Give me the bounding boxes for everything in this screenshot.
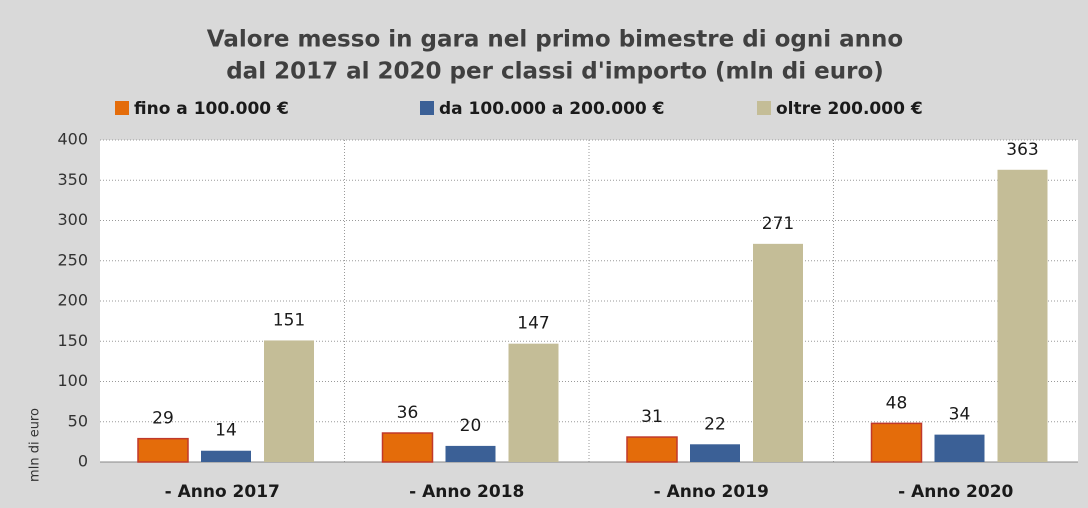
x-tick-label: - Anno 2020 (898, 482, 1013, 502)
legend-label: oltre 200.000 € (776, 99, 923, 119)
bar (870, 422, 923, 463)
value-label: 147 (517, 314, 549, 334)
value-label: 48 (886, 393, 908, 413)
bar (934, 434, 985, 462)
y-axis-label: mln di euro (28, 408, 43, 482)
y-tick-label: 100 (57, 371, 88, 390)
value-label: 34 (949, 405, 971, 425)
bar (626, 436, 678, 463)
value-label: 22 (704, 414, 726, 434)
value-label: 363 (1006, 140, 1038, 160)
legend-swatch (420, 101, 434, 115)
value-label: 31 (641, 407, 663, 427)
bar (137, 437, 189, 463)
bar (264, 340, 314, 462)
x-tick-label: - Anno 2017 (165, 482, 280, 502)
chart-title: dal 2017 al 2020 per classi d'importo (m… (226, 59, 884, 85)
y-tick-label: 400 (57, 130, 88, 149)
bar (997, 169, 1048, 462)
y-tick-label: 350 (57, 170, 88, 189)
x-tick-label: - Anno 2018 (409, 482, 524, 502)
bar (753, 243, 803, 462)
value-label: 36 (397, 403, 419, 423)
y-tick-label: 0 (78, 452, 88, 471)
bar (508, 343, 559, 462)
legend-label: da 100.000 a 200.000 € (439, 99, 664, 119)
x-tick-label: - Anno 2019 (654, 482, 769, 502)
chart-title: Valore messo in gara nel primo bimestre … (207, 27, 903, 53)
value-label: 29 (152, 409, 174, 429)
legend-label: fino a 100.000 € (134, 99, 289, 119)
bar (201, 450, 251, 462)
y-tick-label: 250 (57, 250, 88, 269)
bar (445, 445, 496, 462)
bar (381, 432, 434, 463)
y-tick-label: 50 (68, 411, 88, 430)
y-tick-label: 300 (57, 210, 88, 229)
bar (690, 444, 740, 462)
y-tick-label: 150 (57, 331, 88, 350)
value-label: 14 (215, 421, 237, 441)
value-label: 20 (460, 416, 482, 436)
value-label: 271 (762, 214, 794, 234)
y-tick-label: 200 (57, 291, 88, 310)
legend-swatch (115, 101, 129, 115)
legend-swatch (757, 101, 771, 115)
value-label: 151 (273, 310, 305, 330)
